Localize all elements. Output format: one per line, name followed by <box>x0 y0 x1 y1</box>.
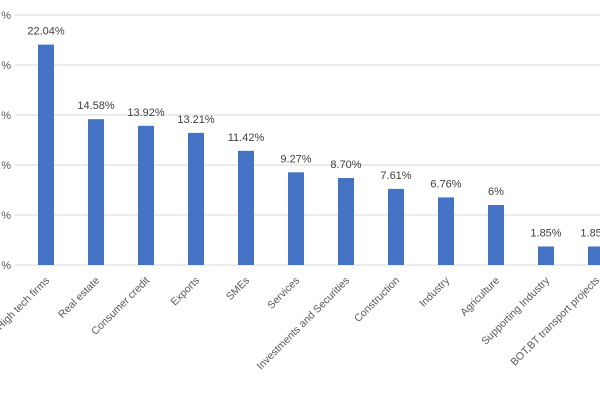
bar <box>38 44 54 265</box>
y-tick-label: % <box>1 210 11 222</box>
bar <box>538 246 554 265</box>
y-axis-ticks: %%%%%% <box>1 10 11 272</box>
data-label: 6.76% <box>430 178 461 190</box>
x-tick-label: High tech firms <box>0 275 52 333</box>
data-labels: 22.04% 14.58% 13.92% 13.21% 11.42% 9.27% 8.70%… <box>27 26 600 240</box>
data-label: 1.85% <box>580 228 600 240</box>
y-tick-label: % <box>1 160 11 172</box>
x-tick-label: Investments and Securities <box>254 275 352 373</box>
data-label: 7.61% <box>380 170 411 182</box>
x-tick-label: Construction <box>352 275 402 325</box>
x-tick-label: Exports <box>168 275 202 309</box>
bar <box>438 197 454 265</box>
x-tick-label: Real estate <box>56 275 102 321</box>
bar <box>388 188 404 265</box>
bar <box>138 125 154 265</box>
data-label: 8.70% <box>330 159 361 171</box>
y-tick-label: % <box>1 60 11 72</box>
y-tick-label: % <box>1 110 11 122</box>
data-label: 13.21% <box>177 114 215 126</box>
bar <box>288 172 304 265</box>
bar <box>588 246 600 265</box>
data-label: 6% <box>488 186 504 198</box>
y-tick-label: % <box>1 260 11 272</box>
bar <box>488 205 504 265</box>
data-label: 22.04% <box>27 26 65 38</box>
x-tick-label: Industry <box>417 274 452 309</box>
bar <box>88 119 104 265</box>
bar <box>338 178 354 265</box>
data-label: 11.42% <box>228 132 265 144</box>
data-label: 9.27% <box>280 153 311 165</box>
bar <box>238 150 254 265</box>
data-label: 14.58% <box>77 100 115 112</box>
y-tick-label: % <box>1 10 11 22</box>
data-label: 1.85% <box>530 228 561 240</box>
data-label: 13.92% <box>127 107 165 119</box>
bars <box>38 44 600 265</box>
x-tick-label: SMEs <box>224 275 252 303</box>
x-tick-label: BOT,BT transport projects <box>508 275 600 369</box>
bar <box>188 132 204 265</box>
x-tick-label: Agriculture <box>458 275 502 319</box>
x-tick-label: Services <box>265 275 302 312</box>
